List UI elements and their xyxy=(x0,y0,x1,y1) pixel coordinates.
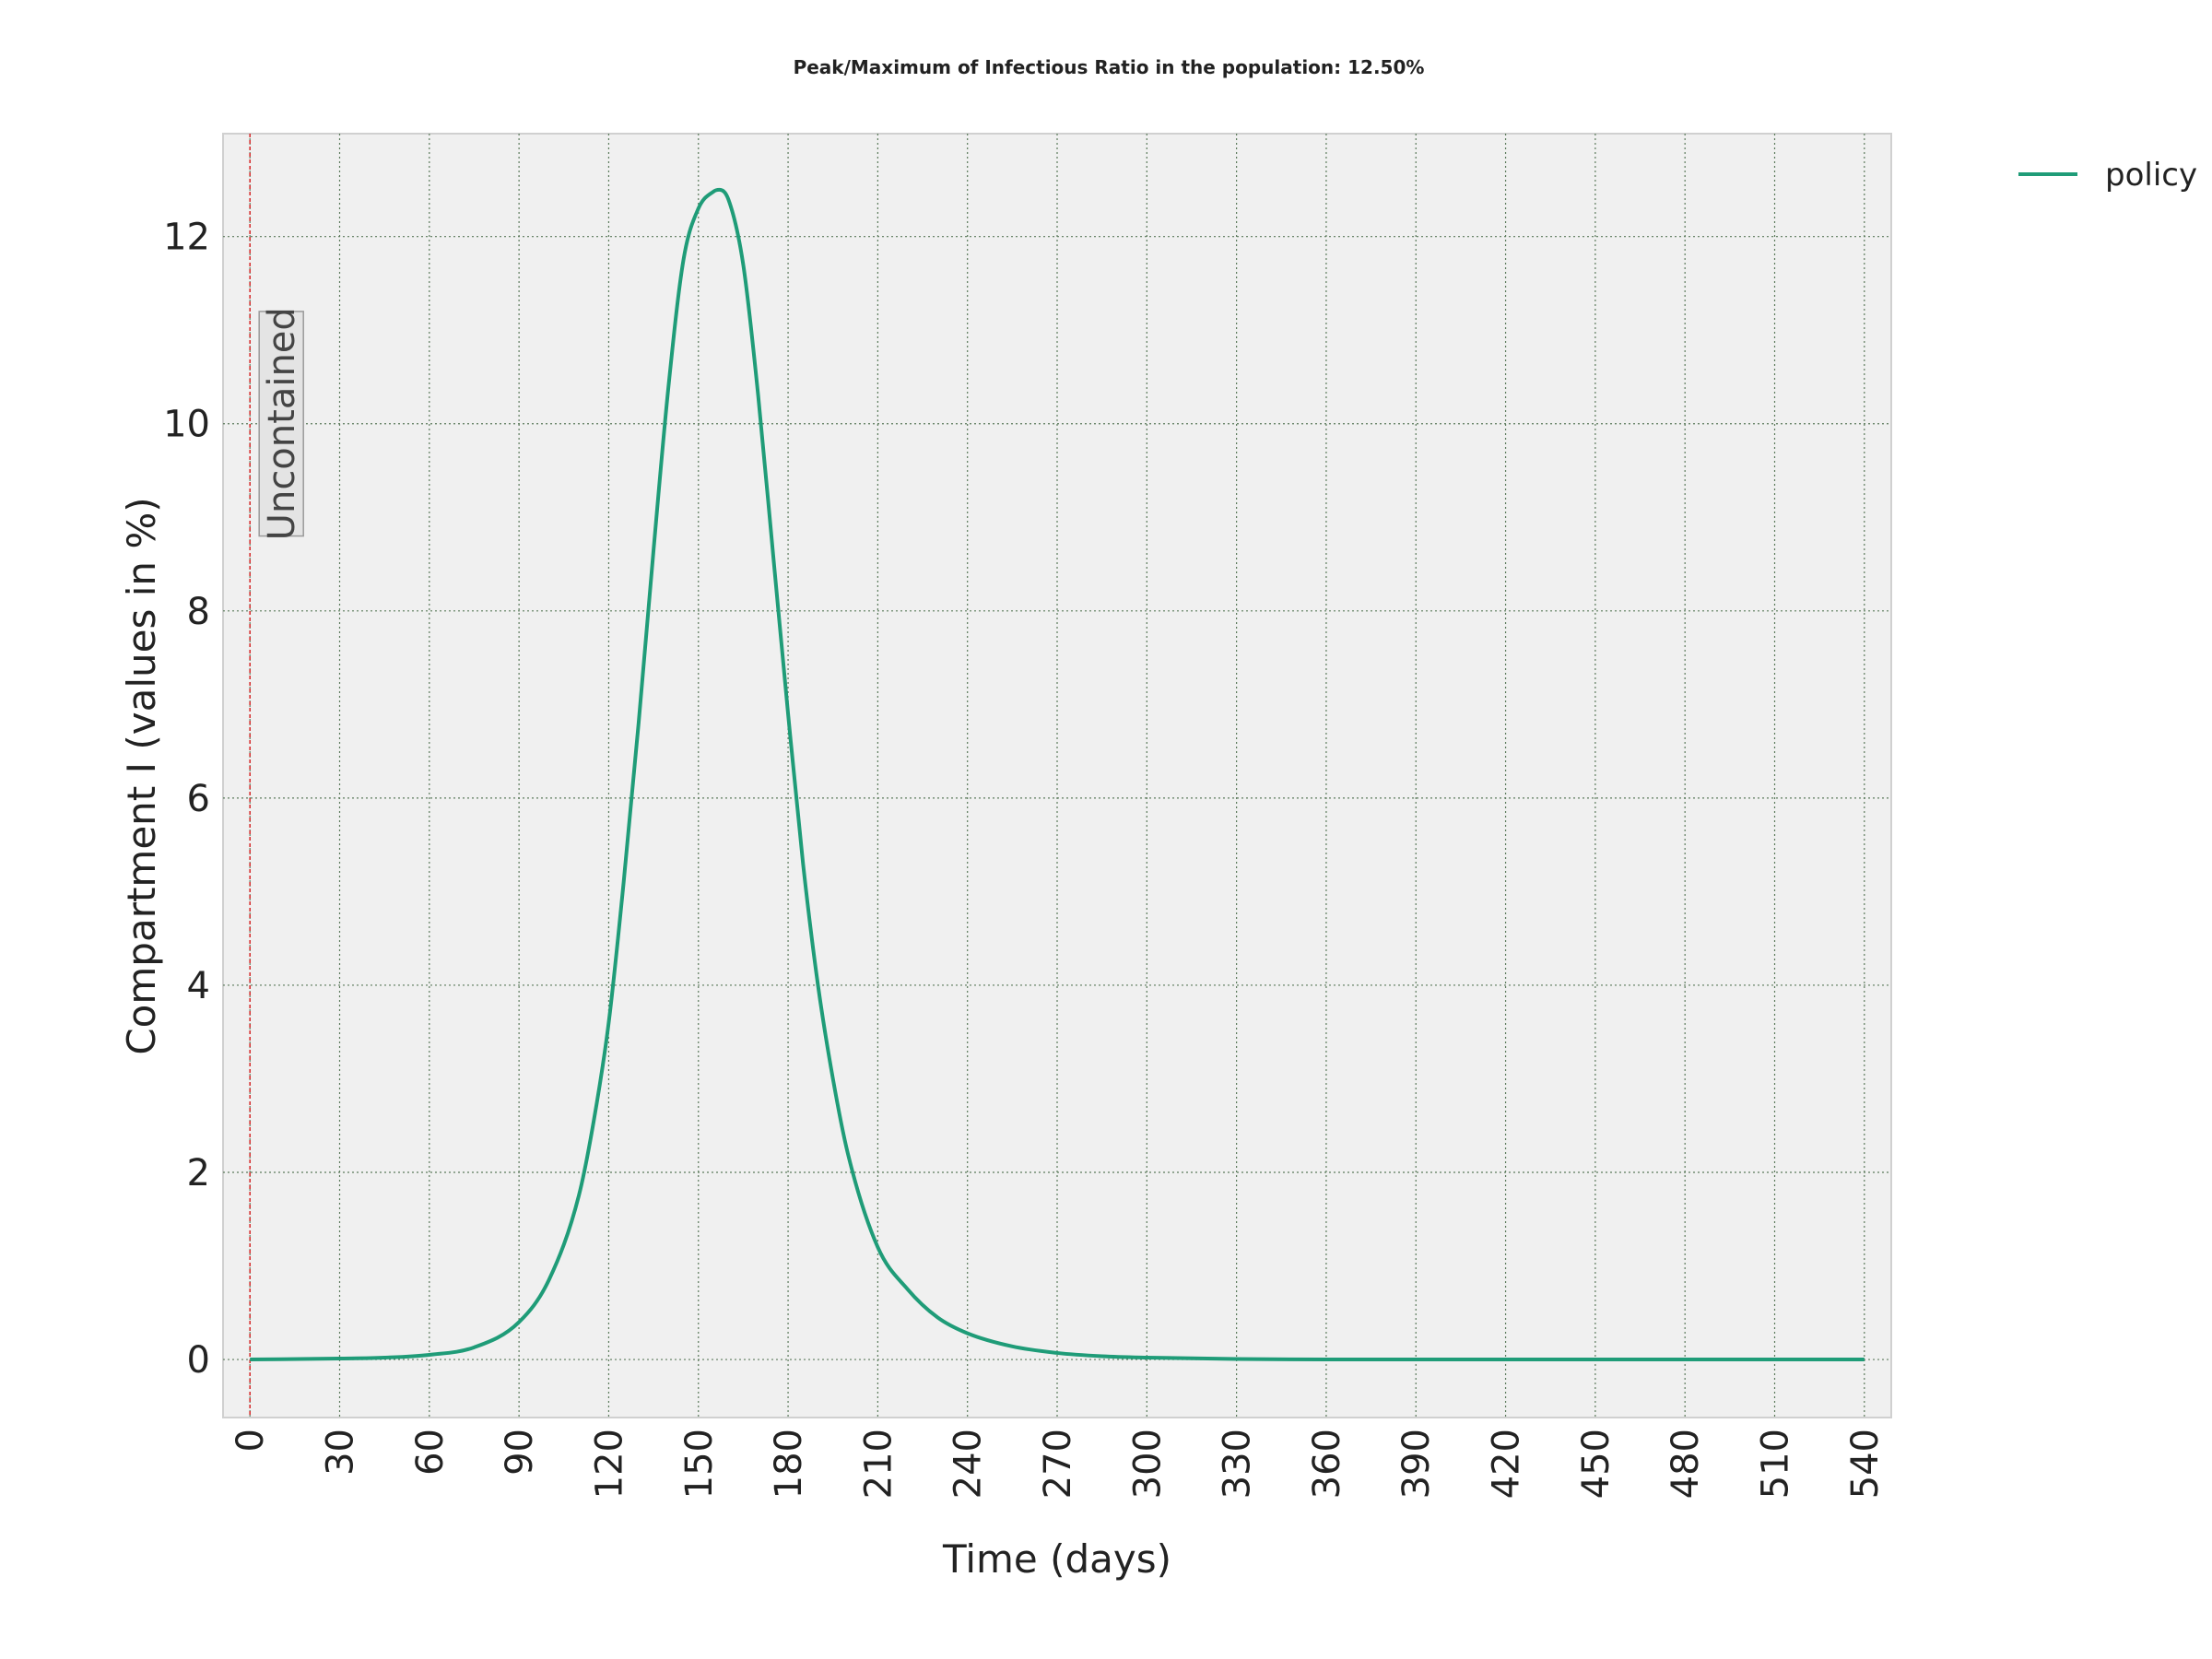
y-tick-label: 0 xyxy=(187,1339,210,1382)
x-tick-label: 210 xyxy=(857,1429,900,1499)
x-tick-label: 150 xyxy=(678,1429,721,1499)
x-axis-label: Time (days) xyxy=(942,1536,1171,1582)
x-tick-label: 240 xyxy=(947,1429,990,1499)
x-tick-label: 0 xyxy=(229,1429,272,1452)
series-layer xyxy=(250,187,1865,1362)
x-tick-label: 120 xyxy=(588,1429,630,1499)
y-axis-label: Compartment I (values in %) xyxy=(119,497,164,1054)
x-tick-label: 300 xyxy=(1126,1429,1169,1499)
x-tick-label: 540 xyxy=(1844,1429,1887,1499)
x-tick-label: 420 xyxy=(1486,1429,1528,1499)
y-tick-label: 2 xyxy=(187,1152,210,1194)
x-ticks: 0 30 60 90 120 150 180 210 240 270 300 330 360 390 420… xyxy=(229,1429,1887,1499)
x-tick-label: 480 xyxy=(1665,1429,1707,1499)
grid xyxy=(223,134,1891,1418)
y-tick-label: 4 xyxy=(187,965,210,1007)
legend-label-policy: policy xyxy=(2105,157,2197,194)
y-tick-label: 8 xyxy=(187,591,210,633)
annotation-label: Uncontained xyxy=(261,307,303,540)
x-tick-label: 60 xyxy=(409,1429,452,1476)
chart-title: Peak/Maximum of Infectious Ratio in the … xyxy=(794,56,1425,78)
annotation-box xyxy=(258,311,304,537)
x-tick-label: 90 xyxy=(499,1429,541,1476)
y-tick-label: 10 xyxy=(163,404,210,446)
x-tick-label: 450 xyxy=(1575,1429,1618,1499)
x-tick-label: 390 xyxy=(1395,1429,1438,1499)
y-ticks: 0 2 4 6 8 10 12 xyxy=(163,217,210,1382)
x-tick-label: 360 xyxy=(1306,1429,1348,1499)
x-tick-label: 330 xyxy=(1217,1429,1259,1499)
annotations: Uncontained xyxy=(249,134,304,1418)
y-tick-label: 12 xyxy=(163,217,210,259)
x-tick-label: 270 xyxy=(1037,1429,1079,1499)
x-tick-label: 510 xyxy=(1754,1429,1796,1499)
x-tick-label: 30 xyxy=(320,1429,362,1476)
x-tick-label: 180 xyxy=(768,1429,810,1499)
series-line-policy xyxy=(250,187,1865,1362)
legend: policy xyxy=(2018,157,2197,194)
y-tick-label: 6 xyxy=(187,778,210,820)
